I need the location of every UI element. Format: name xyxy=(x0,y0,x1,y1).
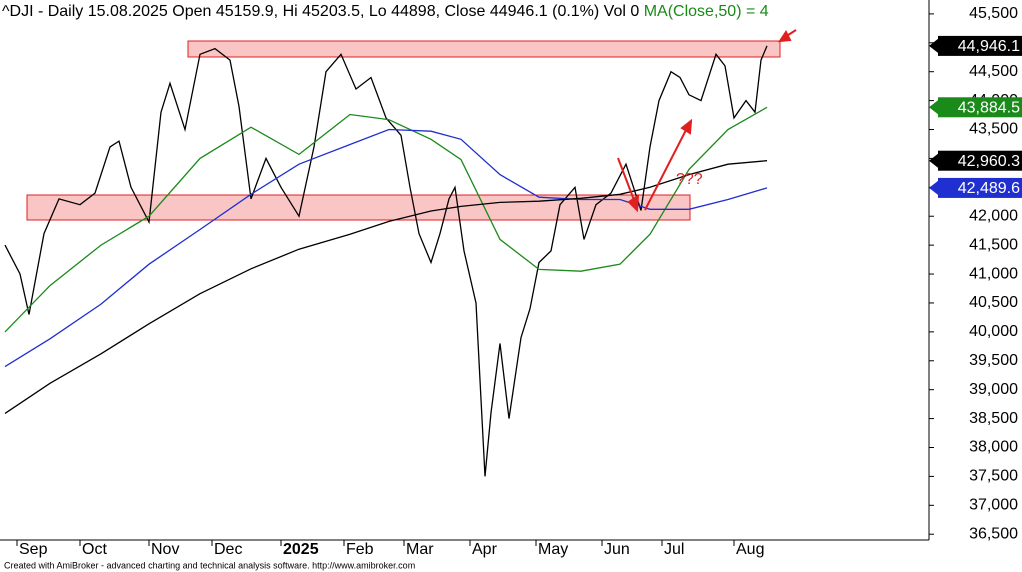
last-value-label: 42,960.3 xyxy=(958,153,1020,170)
arrows xyxy=(617,29,797,213)
series-line xyxy=(4,160,768,414)
x-tick-label: Apr xyxy=(472,541,498,558)
last-value-pointer xyxy=(929,100,938,115)
x-tick-label: Mar xyxy=(406,541,434,558)
last-value-box xyxy=(938,177,1022,198)
x-tick-label: Feb xyxy=(346,541,374,558)
x-tick-label: Sep xyxy=(19,541,48,558)
y-tick-label: 39,000 xyxy=(969,381,1018,398)
y-tick-label: 43,500 xyxy=(969,121,1018,138)
title-text: ^DJI - Daily 15.08.2025 Open 45159.9, Hi… xyxy=(2,3,639,20)
y-tick-label: 37,000 xyxy=(969,497,1018,514)
resistance-zone xyxy=(187,40,781,58)
y-tick-label: 38,000 xyxy=(969,439,1018,456)
x-tick-label: 2025 xyxy=(283,541,319,558)
y-tick-label: 40,500 xyxy=(969,294,1018,311)
series-line xyxy=(4,106,768,333)
arrow xyxy=(644,129,687,211)
last-value-box xyxy=(938,97,1022,118)
y-tick-label: 41,000 xyxy=(969,265,1018,282)
x-tick-label: Nov xyxy=(151,541,179,558)
y-tick-label: 36,500 xyxy=(969,525,1018,542)
last-value-pointer xyxy=(929,180,938,195)
x-tick-label: Jul xyxy=(664,541,684,558)
y-tick-label: 40,000 xyxy=(969,323,1018,340)
y-tick-label: 42,000 xyxy=(969,207,1018,224)
annotation: ??? xyxy=(676,171,703,188)
series-line xyxy=(4,45,768,477)
footer: Created with AmiBroker - advanced charti… xyxy=(4,560,415,570)
x-tick-label: Oct xyxy=(82,541,107,558)
y-tick-label: 44,500 xyxy=(969,63,1018,80)
series-line xyxy=(4,128,768,368)
x-tick-label: Dec xyxy=(214,541,242,558)
legend-entry: MA(Close,50) = 4 xyxy=(644,3,769,20)
y-tick-label: 39,500 xyxy=(969,352,1018,369)
last-value-box xyxy=(938,35,1022,56)
y-tick-label: 45,500 xyxy=(969,5,1018,22)
arrow xyxy=(617,157,635,201)
last-value-label: 43,884.5 xyxy=(958,99,1020,116)
last-value-label: 44,946.1 xyxy=(958,38,1020,55)
arrow-head xyxy=(777,30,792,43)
last-value-pointer xyxy=(929,38,938,53)
last-value-pointer xyxy=(929,153,938,168)
last-value-label: 42,489.6 xyxy=(958,180,1020,197)
arrow-head xyxy=(627,194,640,213)
y-tick-label: 38,500 xyxy=(969,410,1018,427)
x-tick-label: Aug xyxy=(736,541,764,558)
last-value-box xyxy=(938,150,1022,171)
plot xyxy=(4,45,768,477)
arrow-head xyxy=(680,118,693,135)
chart-title: ^DJI - Daily 15.08.2025 Open 45159.9, Hi… xyxy=(2,3,769,20)
support-zone xyxy=(26,194,691,221)
x-tick-label: May xyxy=(538,541,568,558)
x-tick-label: Jun xyxy=(604,541,630,558)
y-tick-label: 41,500 xyxy=(969,236,1018,253)
y-tick-label: 37,500 xyxy=(969,468,1018,485)
